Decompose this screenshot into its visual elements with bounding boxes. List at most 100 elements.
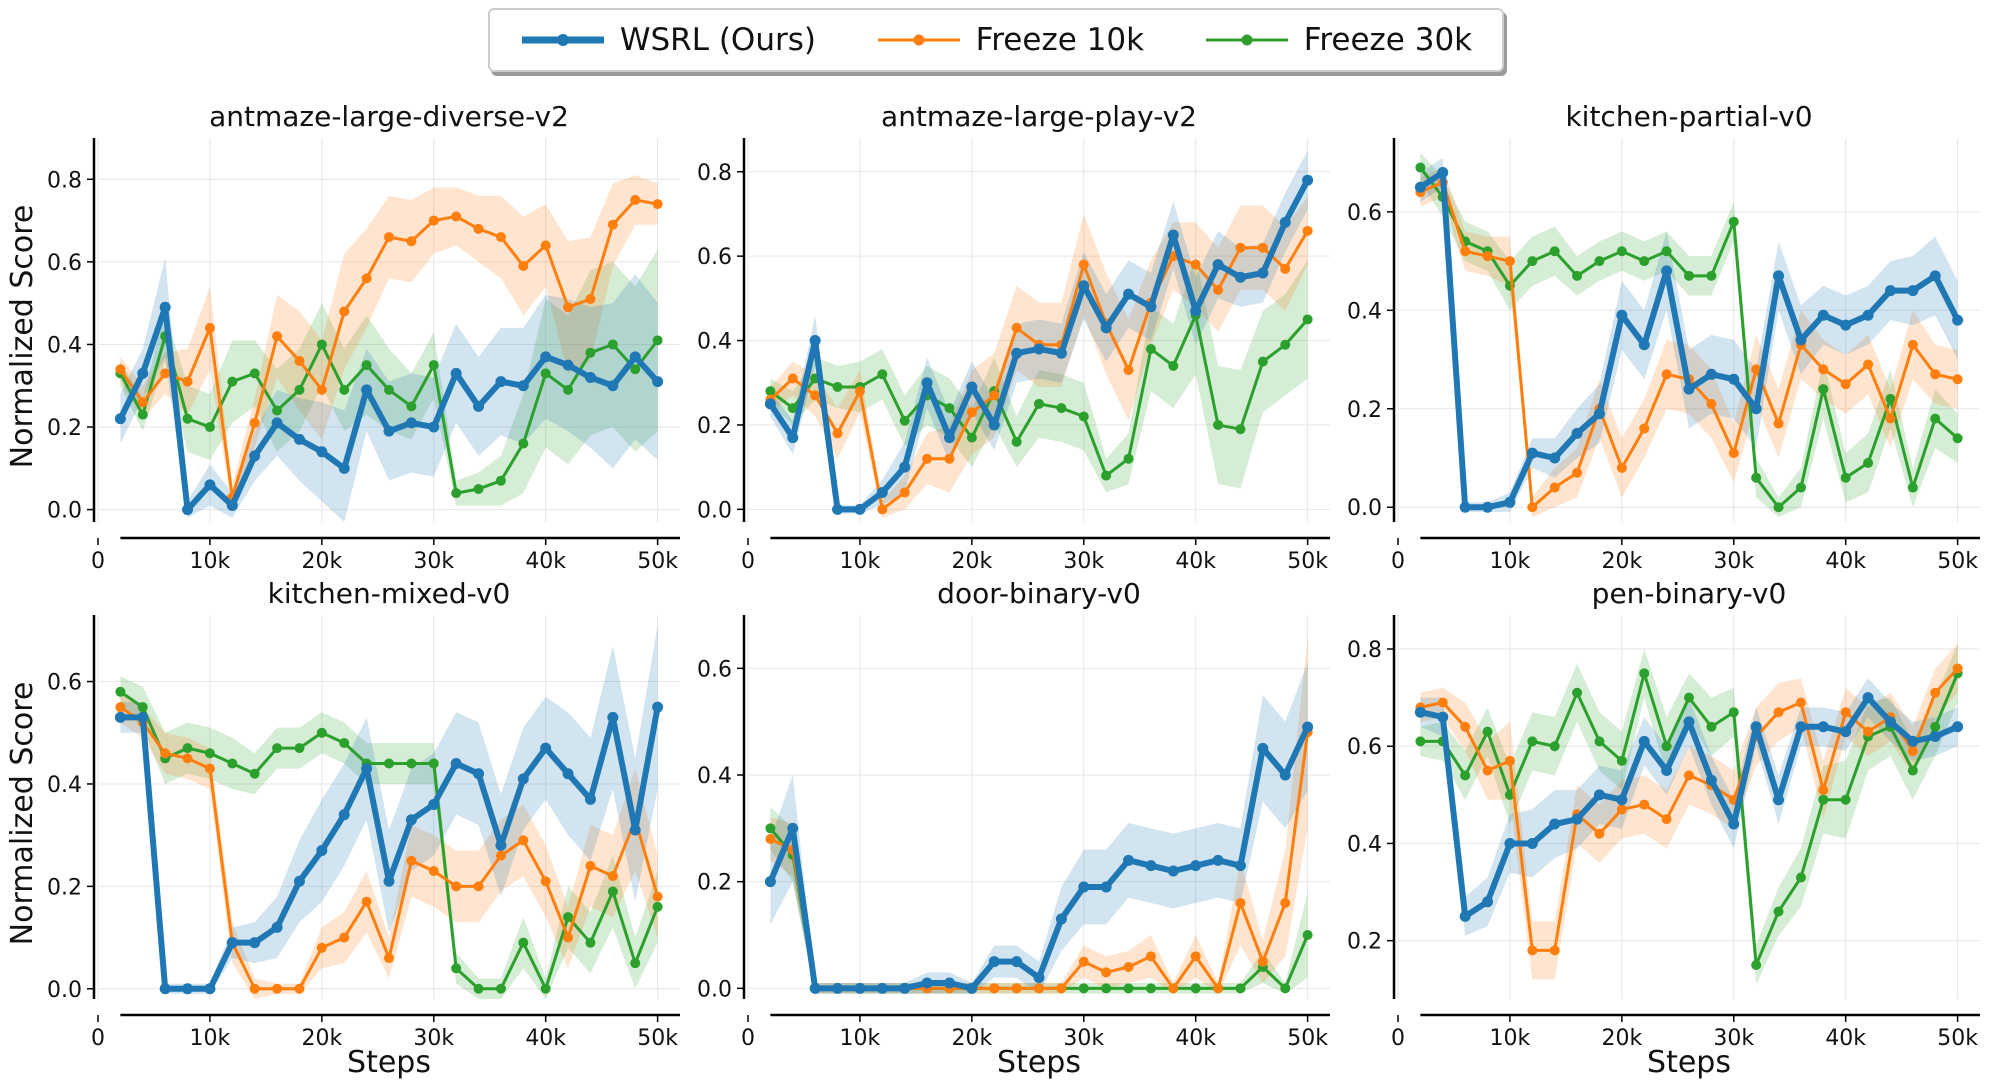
point-wsrl-ours bbox=[405, 417, 417, 429]
x-tick-label: 30k bbox=[1063, 549, 1104, 574]
point-freeze-10k bbox=[339, 932, 350, 943]
point-wsrl-ours bbox=[988, 419, 1000, 431]
y-tick-label: 0.4 bbox=[47, 333, 82, 358]
point-freeze-30k bbox=[182, 743, 193, 754]
point-wsrl-ours bbox=[316, 446, 328, 458]
point-freeze-10k bbox=[1101, 967, 1112, 978]
point-freeze-10k bbox=[1527, 945, 1538, 956]
point-wsrl-ours bbox=[1817, 721, 1829, 733]
x-tick-label: 40k bbox=[525, 1026, 566, 1051]
point-freeze-10k bbox=[765, 834, 776, 844]
x-tick-label: 20k bbox=[1601, 549, 1642, 574]
point-freeze-30k bbox=[1639, 668, 1650, 679]
y-tick-label: 0.2 bbox=[47, 875, 82, 900]
point-freeze-10k bbox=[1639, 423, 1650, 434]
panel-antmaze-large-diverse-v2: 0 10k 20k 30k 40k 50k 0.0 0.2 0.4 0.6 0.8 antmaze-l… bbox=[5, 100, 680, 574]
band-freeze-30k bbox=[770, 256, 1308, 493]
point-wsrl-ours bbox=[1100, 881, 1112, 893]
x-tick-label: 0 bbox=[741, 549, 755, 574]
point-freeze-10k bbox=[495, 850, 506, 861]
point-freeze-10k bbox=[428, 866, 439, 876]
x-tick-label: 10k bbox=[840, 1026, 881, 1051]
point-freeze-30k bbox=[1572, 687, 1583, 698]
panel-antmaze-large-play-v2: 0 10k 20k 30k 40k 50k 0.0 0.2 0.4 0.6 0.8 antmaze-l… bbox=[697, 100, 1330, 574]
point-freeze-10k bbox=[294, 983, 305, 994]
point-freeze-10k bbox=[316, 942, 327, 953]
point-wsrl-ours bbox=[1661, 765, 1673, 777]
point-freeze-10k bbox=[1527, 502, 1538, 513]
point-freeze-10k bbox=[585, 294, 596, 305]
legend-label-freeze-10k: Freeze 10k bbox=[975, 22, 1145, 58]
point-freeze-10k bbox=[115, 364, 126, 375]
legend-item-wsrl: WSRL (Ours) bbox=[520, 22, 816, 58]
point-freeze-10k bbox=[1907, 339, 1918, 350]
point-wsrl-ours bbox=[1840, 726, 1852, 738]
point-freeze-30k bbox=[1818, 794, 1829, 805]
point-wsrl-ours bbox=[1033, 972, 1045, 984]
point-freeze-10k bbox=[384, 953, 394, 964]
point-freeze-10k bbox=[652, 199, 663, 210]
point-wsrl-ours bbox=[1773, 270, 1785, 282]
point-wsrl-ours bbox=[1795, 334, 1807, 346]
point-freeze-10k bbox=[854, 386, 865, 397]
point-freeze-30k bbox=[1415, 736, 1426, 747]
point-wsrl-ours bbox=[159, 983, 171, 995]
point-freeze-10k bbox=[316, 384, 327, 395]
point-wsrl-ours bbox=[1929, 270, 1941, 282]
y-tick-label: 0.6 bbox=[697, 657, 732, 682]
point-wsrl-ours bbox=[854, 982, 866, 994]
point-freeze-10k bbox=[1123, 962, 1134, 972]
point-freeze-10k bbox=[137, 397, 148, 408]
legend-item-freeze-10k: Freeze 10k bbox=[876, 22, 1144, 58]
point-freeze-10k bbox=[1549, 482, 1560, 493]
point-freeze-10k bbox=[1011, 322, 1022, 333]
point-freeze-10k bbox=[1213, 284, 1224, 295]
point-freeze-30k bbox=[1078, 411, 1089, 422]
point-freeze-10k bbox=[1280, 898, 1291, 908]
point-freeze-30k bbox=[473, 483, 484, 494]
point-freeze-10k bbox=[1661, 369, 1672, 380]
y-tick-label: 0.4 bbox=[1347, 832, 1382, 857]
point-wsrl-ours bbox=[1011, 956, 1023, 968]
point-wsrl-ours bbox=[1459, 910, 1471, 922]
point-wsrl-ours bbox=[966, 982, 978, 994]
point-wsrl-ours bbox=[899, 982, 911, 994]
point-wsrl-ours bbox=[405, 814, 417, 826]
point-freeze-10k bbox=[585, 860, 596, 871]
legend-item-freeze-30k: Freeze 30k bbox=[1204, 22, 1472, 58]
point-freeze-30k bbox=[966, 432, 977, 443]
point-freeze-30k bbox=[540, 983, 551, 994]
point-freeze-10k bbox=[607, 871, 618, 882]
point-wsrl-ours bbox=[1817, 309, 1829, 321]
panel-title: door-binary-v0 bbox=[937, 577, 1141, 610]
point-freeze-30k bbox=[1482, 726, 1493, 737]
point-freeze-30k bbox=[495, 983, 506, 994]
point-wsrl-ours bbox=[562, 768, 574, 780]
point-freeze-30k bbox=[204, 422, 215, 433]
point-wsrl-ours bbox=[652, 701, 664, 713]
point-freeze-10k bbox=[540, 240, 551, 251]
y-tick-label: 0.2 bbox=[47, 416, 82, 441]
point-wsrl-ours bbox=[114, 413, 126, 425]
y-axis-label: Normalized Score bbox=[5, 205, 40, 469]
point-wsrl-ours bbox=[137, 367, 149, 379]
panel-title: kitchen-partial-v0 bbox=[1565, 100, 1812, 133]
point-freeze-10k bbox=[540, 876, 551, 887]
point-wsrl-ours bbox=[1661, 265, 1673, 277]
point-freeze-10k bbox=[944, 453, 955, 464]
x-tick-label: 10k bbox=[190, 549, 231, 574]
point-freeze-30k bbox=[495, 475, 506, 486]
point-wsrl-ours bbox=[1482, 896, 1494, 908]
x-tick-label: 0 bbox=[741, 1026, 755, 1051]
point-freeze-30k bbox=[1907, 765, 1918, 776]
panel-title: antmaze-large-diverse-v2 bbox=[209, 100, 569, 133]
point-freeze-30k bbox=[1840, 794, 1851, 805]
x-tick-label: 20k bbox=[301, 1026, 342, 1051]
point-wsrl-ours bbox=[809, 335, 821, 347]
point-freeze-10k bbox=[1078, 259, 1089, 270]
x-tick-label: 50k bbox=[1287, 1026, 1328, 1051]
x-tick-label: 30k bbox=[413, 549, 454, 574]
point-wsrl-ours bbox=[1123, 288, 1135, 300]
point-freeze-10k bbox=[563, 932, 574, 943]
